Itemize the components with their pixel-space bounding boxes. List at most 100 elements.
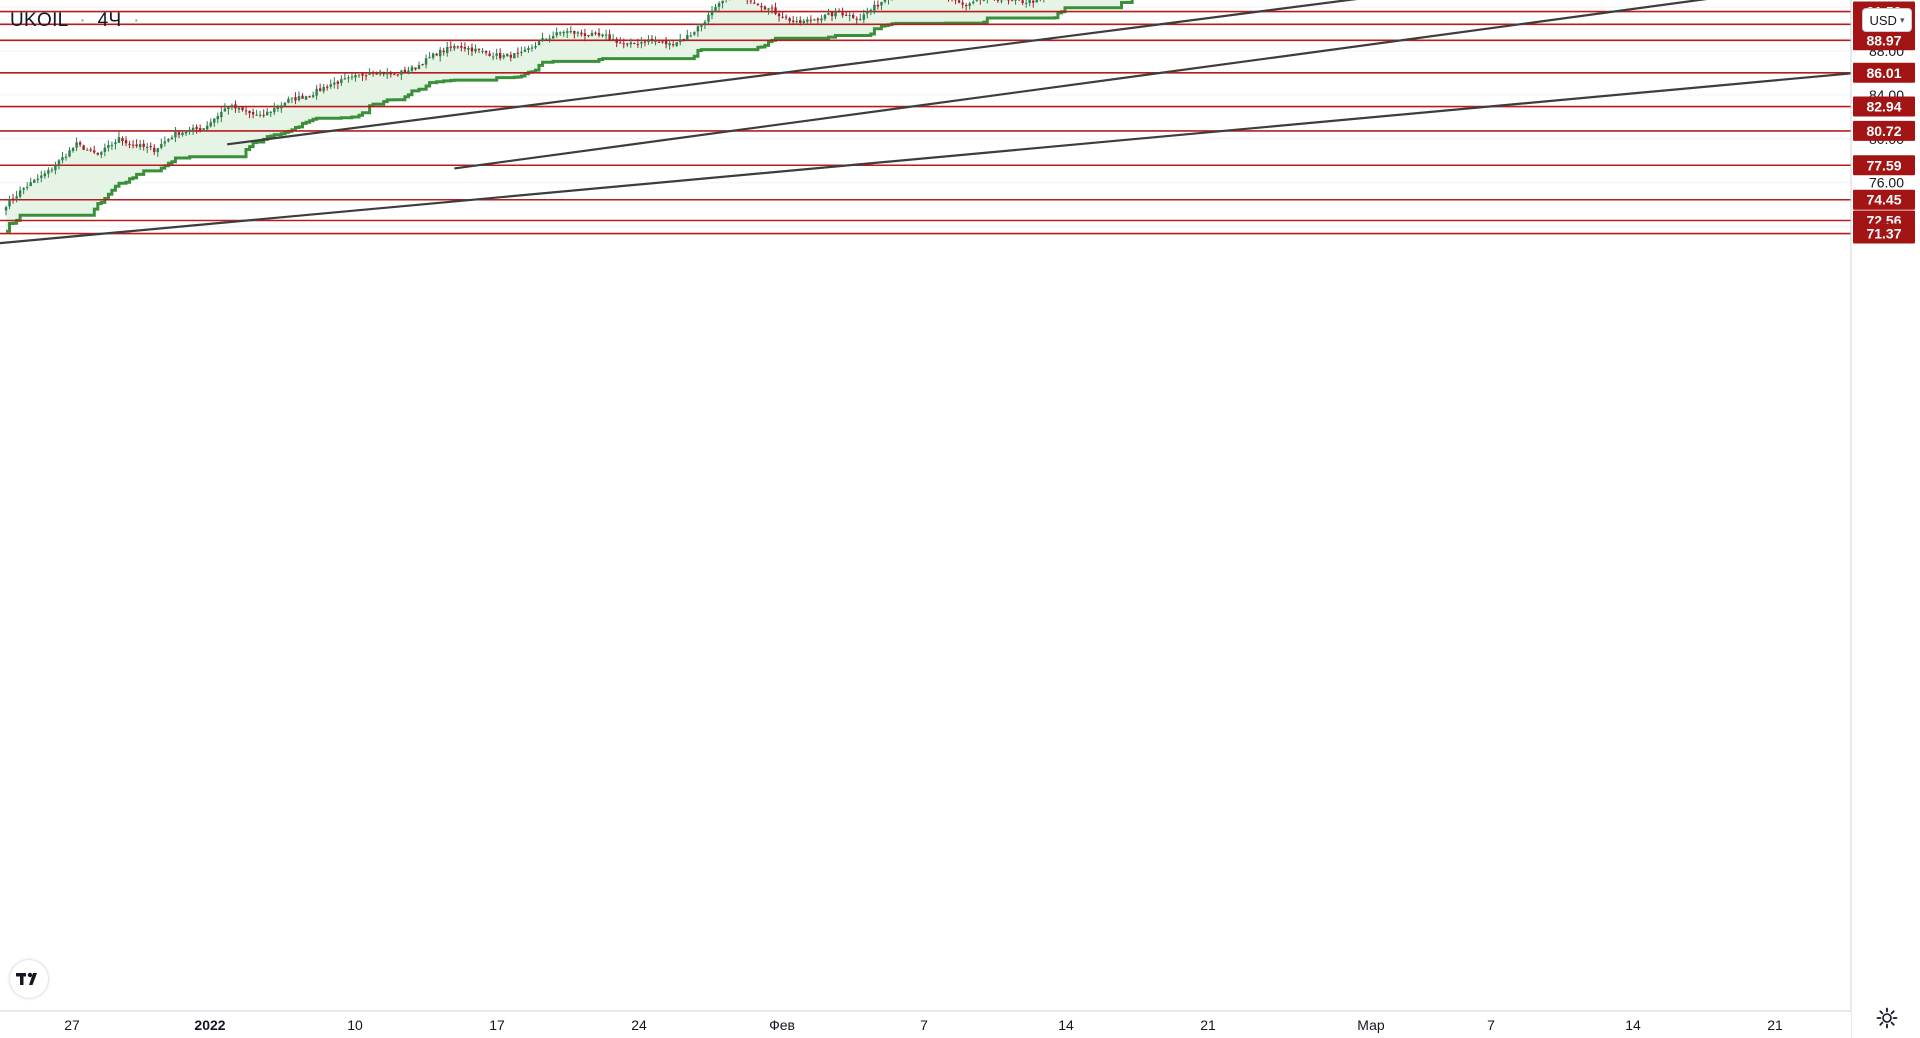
- candle-body: [198, 128, 202, 131]
- candle-body: [89, 149, 92, 151]
- candle: [431, 52, 435, 60]
- candle-body: [520, 51, 523, 53]
- candle-body: [29, 182, 32, 187]
- candle: [714, 3, 717, 13]
- candle: [100, 151, 103, 159]
- candle-body: [657, 41, 661, 43]
- candle-body: [8, 199, 11, 207]
- candle-body: [788, 18, 791, 22]
- candle: [195, 124, 198, 134]
- candle-body: [71, 147, 75, 151]
- candle: [530, 44, 534, 52]
- candle-body: [43, 173, 47, 177]
- candle-body: [975, 0, 978, 1]
- candle-body: [816, 18, 820, 21]
- level-label-bg: [1853, 96, 1915, 117]
- candle-body: [322, 86, 325, 92]
- candle: [234, 100, 237, 113]
- candle-body: [1014, 0, 1017, 1]
- candle: [460, 42, 463, 52]
- candle: [110, 141, 114, 150]
- candle-body: [393, 74, 396, 76]
- candle: [784, 14, 788, 20]
- candle: [703, 19, 707, 30]
- candle: [597, 28, 601, 38]
- candle-body: [262, 114, 265, 116]
- candle: [96, 152, 99, 156]
- candle: [753, 0, 756, 4]
- candle-body: [961, 2, 964, 5]
- candle: [534, 41, 537, 50]
- candle-body: [686, 35, 689, 40]
- candle: [1007, 0, 1010, 5]
- candle: [855, 16, 858, 24]
- candle: [654, 36, 657, 46]
- candle-body: [170, 137, 174, 140]
- candle-body: [791, 20, 795, 22]
- candle-body: [25, 186, 29, 188]
- level-label-text: 80.72: [1866, 123, 1901, 139]
- candle: [167, 138, 170, 143]
- candle-body: [813, 19, 816, 21]
- candle: [491, 52, 495, 61]
- candle: [25, 182, 29, 191]
- candle: [675, 41, 678, 48]
- candle: [336, 80, 340, 90]
- candle-body: [107, 145, 110, 148]
- candle: [71, 147, 75, 153]
- time-tick-label: 14: [1058, 1017, 1074, 1033]
- candle-body: [580, 32, 583, 35]
- candle: [996, 0, 1000, 4]
- candle: [809, 15, 813, 24]
- candle-body: [308, 96, 311, 98]
- candle: [671, 40, 675, 48]
- candle: [368, 68, 371, 76]
- candle: [333, 77, 336, 89]
- candle: [509, 51, 512, 62]
- candle-body: [326, 86, 329, 88]
- candle-body: [4, 207, 8, 211]
- candle-body: [714, 6, 717, 13]
- candle-body: [375, 73, 378, 75]
- candle: [788, 16, 791, 24]
- candle: [467, 46, 470, 56]
- candle: [216, 112, 219, 124]
- candle-body: [273, 108, 276, 113]
- candle: [816, 17, 820, 24]
- candle: [569, 26, 572, 34]
- candle: [954, 0, 957, 5]
- candle: [700, 23, 703, 32]
- candle: [131, 140, 135, 149]
- candle: [869, 8, 873, 16]
- candle-body: [456, 46, 460, 48]
- candle: [153, 144, 156, 156]
- candle: [559, 31, 562, 37]
- candle-body: [717, 3, 721, 7]
- candle-body: [569, 31, 572, 33]
- candle: [78, 140, 82, 147]
- candle-body: [862, 14, 865, 20]
- candle: [573, 30, 576, 39]
- tradingview-logo-icon: [16, 972, 37, 985]
- candle-body: [146, 146, 149, 148]
- level-label-bg: [1853, 155, 1915, 176]
- tradingview-logo[interactable]: [10, 960, 48, 998]
- candle-body: [608, 34, 611, 40]
- candle: [799, 16, 802, 26]
- candle: [710, 6, 714, 20]
- candle-body: [213, 118, 216, 123]
- candle-body: [283, 102, 287, 106]
- candle-body: [774, 7, 777, 15]
- candle: [813, 18, 816, 21]
- candle: [721, 0, 724, 9]
- candle-body: [244, 110, 248, 112]
- candle-body: [163, 141, 167, 144]
- candle: [520, 46, 523, 57]
- candle: [852, 12, 855, 19]
- candle: [633, 42, 636, 45]
- candle: [283, 101, 287, 106]
- currency-selector[interactable]: USD ▾: [1862, 8, 1912, 32]
- candle-body: [491, 56, 495, 58]
- settings-gear-icon[interactable]: [1875, 1006, 1899, 1030]
